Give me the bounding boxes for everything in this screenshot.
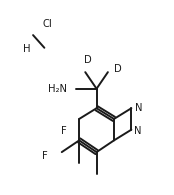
Text: N: N [135,103,142,113]
Text: H₂N: H₂N [48,84,67,94]
Text: D: D [84,55,92,65]
Text: Cl: Cl [42,19,52,29]
Text: D: D [114,64,122,74]
Text: F: F [42,151,48,161]
Text: F: F [61,127,66,136]
Text: H: H [23,44,31,54]
Text: N: N [134,126,141,136]
